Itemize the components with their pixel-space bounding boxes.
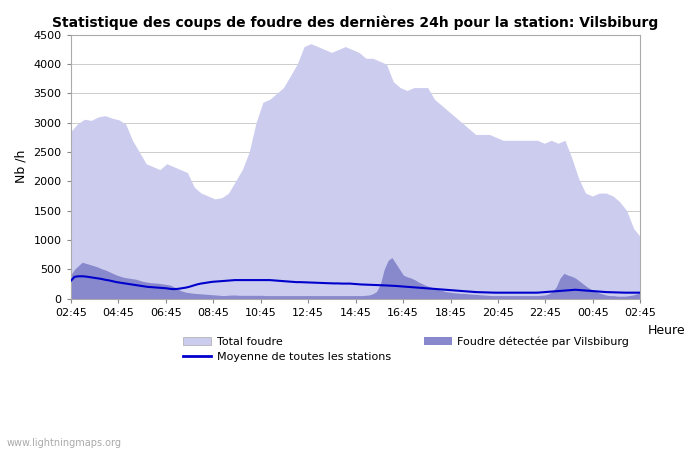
Y-axis label: Nb /h: Nb /h [15, 150, 28, 183]
Title: Statistique des coups de foudre des dernières 24h pour la station: Vilsbiburg: Statistique des coups de foudre des dern… [52, 15, 659, 30]
Legend: Total foudre, Moyenne de toutes les stations, Foudre détectée par Vilsbiburg: Total foudre, Moyenne de toutes les stat… [178, 332, 634, 367]
Text: www.lightningmaps.org: www.lightningmaps.org [7, 438, 122, 448]
Text: Heure: Heure [648, 324, 685, 337]
